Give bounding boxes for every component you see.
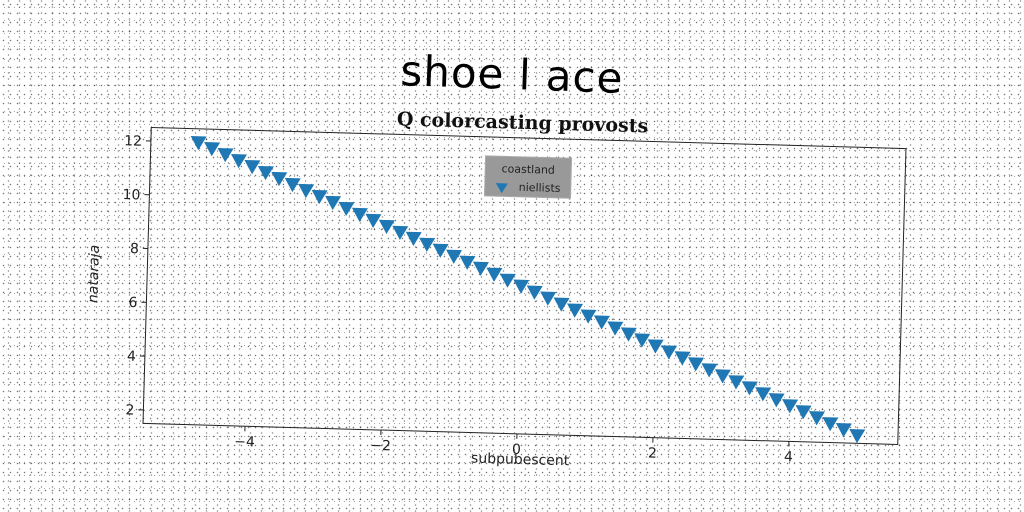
y-ticks: 2 4 6 8 10 12 bbox=[122, 133, 151, 419]
y-tick-label: 12 bbox=[124, 133, 142, 149]
data-point bbox=[419, 237, 436, 252]
data-point bbox=[540, 291, 557, 306]
data-point bbox=[365, 213, 382, 229]
data-point bbox=[338, 201, 355, 217]
data-point bbox=[808, 411, 825, 426]
y-tick-label: 4 bbox=[127, 349, 136, 365]
y-tick-label: 6 bbox=[128, 295, 137, 311]
data-markers bbox=[190, 136, 866, 444]
data-point bbox=[513, 279, 530, 294]
data-point bbox=[755, 387, 772, 402]
legend-entry-label: niellists bbox=[519, 181, 561, 195]
data-point bbox=[432, 243, 449, 258]
data-point bbox=[284, 177, 301, 193]
legend-marker bbox=[495, 183, 508, 194]
data-point bbox=[849, 429, 866, 444]
x-ticks: −4 −2 0 2 4 bbox=[234, 426, 793, 466]
data-point bbox=[647, 339, 664, 354]
data-point bbox=[593, 315, 610, 330]
data-point bbox=[486, 267, 503, 282]
y-tick-label: 2 bbox=[125, 402, 134, 418]
data-point bbox=[204, 142, 221, 157]
data-point bbox=[378, 219, 395, 234]
data-point bbox=[446, 249, 463, 264]
data-point bbox=[472, 261, 489, 276]
data-point bbox=[634, 333, 651, 348]
x-axis-label: subpubescent bbox=[471, 451, 570, 470]
data-point bbox=[741, 381, 758, 396]
data-point bbox=[567, 303, 584, 318]
chart-title: Q colorcasting provosts bbox=[397, 108, 649, 137]
data-point bbox=[311, 189, 328, 205]
y-axis-label: nataraja bbox=[85, 245, 103, 304]
data-point bbox=[526, 285, 543, 300]
data-point bbox=[553, 297, 570, 312]
data-point bbox=[620, 327, 637, 342]
data-point bbox=[795, 405, 812, 420]
data-point bbox=[325, 195, 342, 211]
data-point bbox=[351, 207, 368, 223]
data-point bbox=[392, 225, 409, 240]
data-point bbox=[499, 273, 516, 288]
x-tick-label: 0 bbox=[512, 442, 521, 458]
data-point bbox=[714, 369, 731, 384]
data-point bbox=[674, 351, 691, 366]
data-point bbox=[244, 159, 261, 175]
legend: coastland niellists bbox=[483, 155, 573, 199]
y-tick-label: 8 bbox=[130, 241, 139, 257]
data-point bbox=[701, 363, 718, 378]
data-point bbox=[459, 255, 476, 270]
data-point bbox=[835, 423, 852, 438]
legend-title: coastland bbox=[501, 162, 555, 176]
data-point bbox=[257, 165, 274, 181]
data-point bbox=[688, 357, 705, 372]
data-point bbox=[405, 231, 422, 246]
legend-box bbox=[483, 155, 573, 199]
data-point bbox=[271, 171, 288, 187]
data-point bbox=[217, 148, 234, 163]
x-tick-label: 4 bbox=[784, 449, 793, 465]
data-point bbox=[822, 417, 839, 432]
plot-frame bbox=[142, 126, 907, 445]
x-tick-label: 2 bbox=[648, 446, 657, 462]
data-point bbox=[607, 321, 624, 336]
data-point bbox=[298, 183, 315, 199]
y-tick-label: 10 bbox=[122, 187, 140, 203]
data-point bbox=[782, 399, 799, 414]
data-point bbox=[190, 136, 207, 151]
data-point bbox=[768, 393, 785, 408]
chart-figure: Q colorcasting provosts −4 −2 0 2 4 2 4 6 8 10 12… bbox=[85, 108, 907, 470]
data-point bbox=[728, 375, 745, 390]
x-tick-label: −4 bbox=[234, 434, 255, 451]
data-point bbox=[661, 345, 678, 360]
x-tick-label: −2 bbox=[370, 438, 391, 455]
data-point bbox=[580, 309, 597, 324]
data-point bbox=[230, 153, 247, 169]
